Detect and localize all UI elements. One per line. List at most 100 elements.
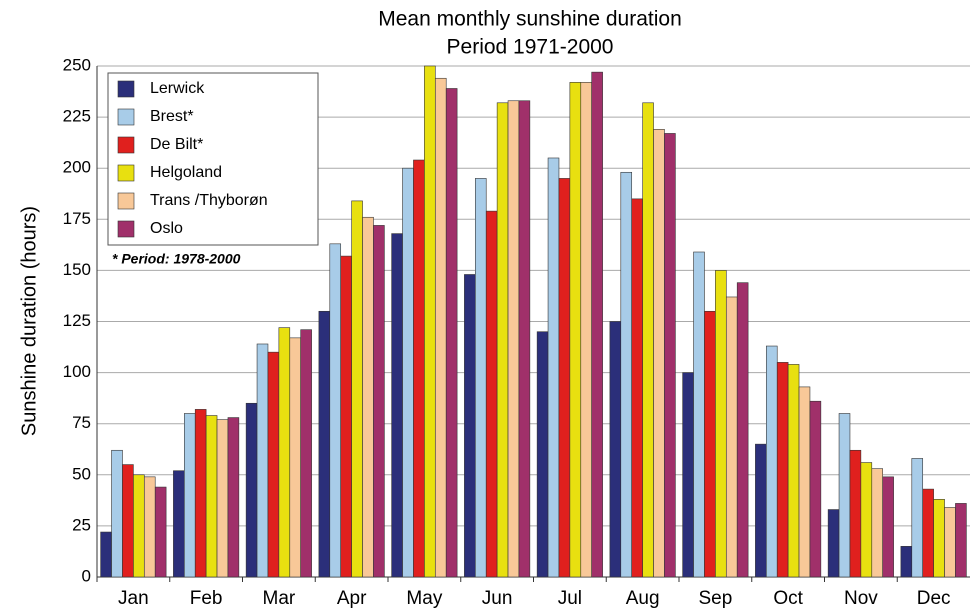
bar: [693, 251, 705, 578]
legend-label: Lerwick: [150, 80, 205, 97]
x-tick-label: May: [406, 588, 442, 608]
bar: [154, 486, 167, 578]
bar: [402, 167, 414, 578]
legend-swatch: [117, 220, 135, 238]
legend-swatch: [117, 136, 135, 154]
bar: [725, 296, 738, 578]
y-tick-label: 75: [72, 413, 91, 432]
bar: [267, 351, 280, 578]
x-tick-label: Jan: [118, 588, 149, 608]
x-tick-label: Apr: [337, 588, 367, 608]
bar: [173, 470, 185, 578]
y-tick-label: 25: [72, 515, 91, 534]
bar: [827, 509, 840, 578]
bar: [413, 159, 425, 578]
bar: [580, 82, 592, 578]
bar: [682, 372, 694, 578]
x-tick-label: Dec: [917, 588, 951, 608]
bar: [205, 415, 218, 578]
bar: [860, 462, 873, 578]
legend-label: Oslo: [150, 220, 183, 237]
x-tick-label: Jul: [558, 588, 582, 608]
bar: [798, 386, 811, 578]
bar: [809, 400, 822, 578]
bar: [944, 507, 956, 578]
bar: [485, 210, 498, 578]
bar: [631, 198, 643, 578]
legend-swatch: [117, 164, 135, 182]
x-tick-label: Sep: [698, 588, 732, 608]
bar: [955, 503, 967, 578]
bar: [133, 474, 145, 578]
bar: [569, 82, 582, 578]
bar: [704, 310, 716, 578]
bar: [111, 449, 123, 578]
bar: [664, 133, 676, 578]
bar: [245, 402, 258, 578]
bar: [882, 476, 894, 578]
bar: [933, 499, 945, 578]
bar: [424, 65, 436, 578]
bar: [300, 329, 312, 578]
y-axis-label: Sunshine duration (hours): [18, 206, 40, 436]
legend-label: Trans /Thyborøn: [150, 192, 268, 209]
bar: [736, 282, 749, 578]
bar: [871, 468, 883, 578]
bar: [755, 443, 767, 578]
x-tick-label: Nov: [844, 588, 878, 608]
bar: [787, 364, 800, 578]
bar: [351, 200, 363, 578]
x-tick-label: Mar: [263, 588, 296, 608]
y-tick-label: 225: [63, 107, 91, 126]
bar: [434, 77, 447, 578]
bar: [496, 102, 509, 578]
bar: [122, 464, 134, 578]
x-tick-label: Jun: [482, 588, 513, 608]
bar: [227, 417, 240, 578]
bar: [765, 345, 778, 578]
bar: [547, 157, 560, 578]
bar: [653, 129, 665, 578]
bar: [100, 531, 112, 578]
bar: [362, 216, 374, 578]
bar: [900, 546, 913, 578]
bar: [849, 449, 862, 578]
y-tick-label: 200: [63, 158, 91, 177]
bar: [776, 362, 789, 578]
legend-swatch: [117, 80, 135, 98]
bar: [445, 88, 458, 578]
bar: [715, 270, 727, 578]
bar: [591, 71, 603, 578]
bar: [256, 343, 269, 578]
y-tick-label: 125: [63, 311, 91, 330]
bar: [216, 419, 229, 578]
x-tick-label: Aug: [626, 588, 660, 608]
y-tick-label: 100: [63, 362, 91, 381]
annotation: * Period: 1978-2000: [112, 251, 241, 267]
legend-label: Brest*: [150, 108, 194, 125]
bar: [838, 413, 851, 578]
bar: [289, 337, 302, 578]
legend-label: Helgoland: [150, 164, 222, 181]
bar: [642, 102, 654, 578]
legend-swatch: [117, 108, 135, 126]
bar: [558, 178, 571, 578]
bar: [340, 255, 352, 578]
bar: [922, 488, 934, 578]
bar: [194, 409, 207, 578]
bar: [184, 413, 196, 578]
bar: [518, 100, 531, 578]
y-tick-label: 175: [63, 209, 91, 228]
bar: [609, 321, 622, 578]
bar: [620, 171, 633, 578]
bar: [391, 233, 403, 578]
bar: [329, 243, 342, 578]
bar: [911, 458, 924, 578]
bar: [143, 476, 156, 578]
bar: [464, 274, 476, 578]
x-tick-label: Feb: [190, 588, 223, 608]
y-tick-label: 50: [72, 464, 91, 483]
bar: [507, 100, 520, 578]
legend-swatch: [117, 192, 135, 210]
